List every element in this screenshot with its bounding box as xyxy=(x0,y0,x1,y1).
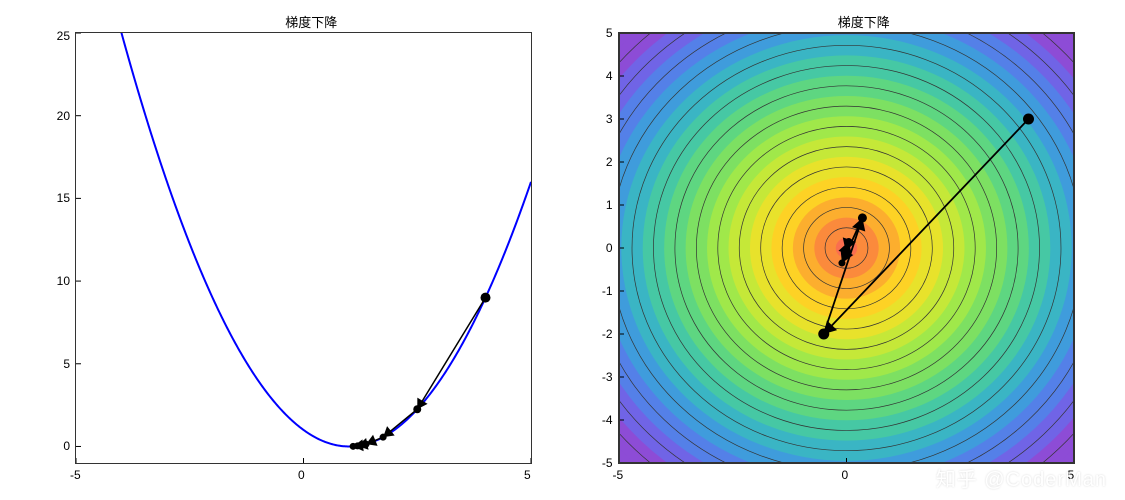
xtick-label: 0 xyxy=(842,468,849,482)
ytick-label: 2 xyxy=(606,155,613,169)
xtick-label: 5 xyxy=(1068,468,1075,482)
left-chart-title: 梯度下降 xyxy=(0,12,563,31)
ytick-label: 25 xyxy=(57,29,70,43)
left-plot-area xyxy=(75,32,532,464)
xtick-label: 0 xyxy=(298,468,305,482)
right-chart-title: 梯度下降 xyxy=(563,12,1125,31)
ytick-label: 3 xyxy=(606,112,613,126)
xtick-label: -5 xyxy=(613,468,624,482)
ytick-label: 0 xyxy=(63,439,70,453)
ytick-label: 20 xyxy=(57,109,70,123)
ytick-label: 5 xyxy=(606,26,613,40)
ytick-label: 15 xyxy=(57,191,70,205)
ytick-label: 10 xyxy=(57,274,70,288)
right-chart-svg xyxy=(619,33,1074,463)
left-chart-svg xyxy=(76,33,531,463)
ytick-label: 1 xyxy=(606,198,613,212)
ytick-label: -4 xyxy=(602,413,613,427)
ytick-label: -3 xyxy=(602,370,613,384)
xtick-label: 5 xyxy=(524,468,531,482)
ytick-label: -5 xyxy=(602,456,613,470)
figure-container: 梯度下降 25 20 15 10 5 0 -5 0 5 梯度下降 5 4 3 2… xyxy=(0,0,1125,500)
ytick-label: 0 xyxy=(606,241,613,255)
ytick-label: 5 xyxy=(63,357,70,371)
ytick-label: 4 xyxy=(606,69,613,83)
ytick-label: -1 xyxy=(602,284,613,298)
subplot-left: 梯度下降 25 20 15 10 5 0 -5 0 5 xyxy=(0,0,563,500)
xtick-label: -5 xyxy=(70,468,81,482)
right-plot-area xyxy=(618,32,1075,464)
ytick-label: -2 xyxy=(602,327,613,341)
subplot-right: 梯度下降 5 4 3 2 1 0 -1 -2 -3 -4 -5 -5 0 5 xyxy=(563,0,1125,500)
